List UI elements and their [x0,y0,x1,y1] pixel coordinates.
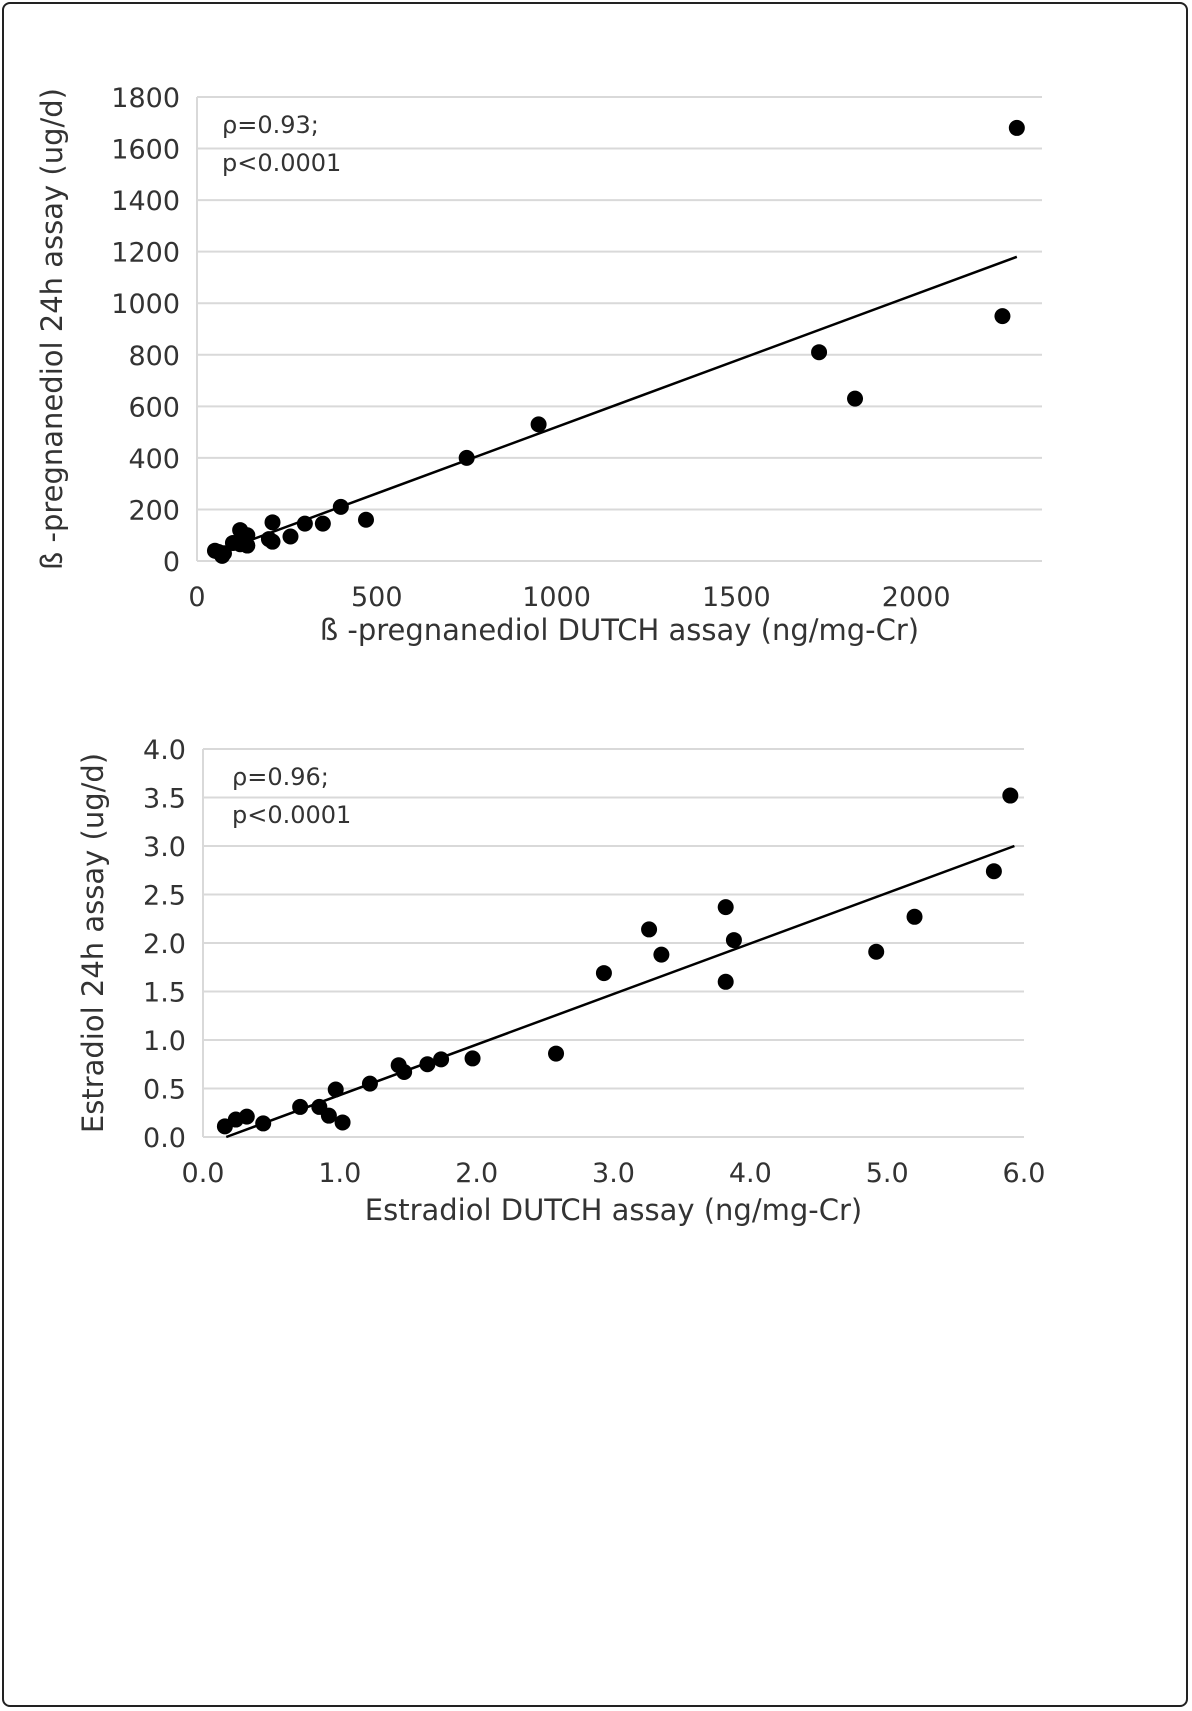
chart-2: 0.0 0.5 1.0 1.5 2.0 2.5 3.0 3.5 4.0 0.0 1.0 2.0 3.0 4… [76,735,1045,1227]
y-tick-label: 1.5 [143,978,186,1009]
x-tick-label: 5.0 [866,1158,909,1189]
data-point [868,943,885,960]
correlation-annotation: ρ=0.93; [222,111,319,139]
data-point [314,515,331,532]
x-tick-label: 4.0 [729,1158,772,1189]
data-point [419,1056,436,1073]
y-tick-label: 800 [128,341,180,372]
x-tick-label: 1500 [702,582,771,613]
x-tick-label: 0 [188,582,205,613]
data-point [717,973,734,990]
data-point [1008,119,1025,136]
data-point [994,308,1011,325]
data-point [811,344,828,361]
data-point [548,1045,565,1062]
data-point [334,1114,351,1131]
data-point [985,863,1002,880]
y-tick-label: 4.0 [143,735,186,766]
data-point [332,498,349,515]
correlation-annotation: ρ=0.96; [232,763,329,791]
correlation-annotation: p<0.0001 [232,801,351,829]
data-point [595,965,612,982]
y-axis-label: Estradiol 24h assay (ug/d) [76,753,110,1133]
y-tick-label: 0 [163,547,180,578]
y-axis-label: ß -pregnanediol 24h assay (ug/d) [35,88,69,570]
x-tick-label: 2000 [882,582,951,613]
data-point [214,547,231,564]
chart-1: 0 200 400 600 800 1000 1200 1400 1600 1800 0 500 100… [35,83,1042,647]
data-point [530,416,547,433]
data-point [292,1098,309,1115]
y-tick-label: 600 [128,392,180,423]
data-point [847,390,864,407]
data-point [311,1098,328,1115]
data-point [264,533,281,550]
y-tick-label: 1.0 [143,1026,186,1057]
y-tick-label: 0.5 [143,1075,186,1106]
y-tick-label: 3.0 [143,832,186,863]
x-tick-label: 1000 [522,582,591,613]
data-point [433,1051,450,1068]
data-point [653,946,670,963]
data-point [717,899,734,916]
data-point [358,511,374,528]
data-point [239,537,256,554]
x-axis-label: Estradiol DUTCH assay (ng/mg-Cr) [365,1193,862,1227]
data-point [725,932,742,949]
data-point [458,449,475,466]
x-tick-label: 0.0 [182,1158,225,1189]
y-tick-label: 2.5 [143,881,186,912]
y-tick-label: 2.0 [143,929,186,960]
data-point [224,534,241,551]
data-point [1002,787,1019,804]
x-tick-label: 6.0 [1003,1158,1046,1189]
data-point [906,908,923,925]
trendline [214,255,1018,555]
y-tick-label: 0.0 [143,1123,186,1154]
data-point [296,515,313,532]
y-tick-label: 1600 [111,135,180,166]
x-tick-label: 500 [351,582,403,613]
y-tick-label: 1000 [111,289,180,320]
y-tick-label: 1800 [111,83,180,114]
data-point [361,1075,378,1092]
data-point [327,1081,344,1098]
data-point [264,514,281,531]
x-tick-label: 2.0 [455,1158,498,1189]
y-tick-label: 1400 [111,186,180,217]
y-tick-label: 200 [128,495,180,526]
y-tick-label: 1200 [111,238,180,269]
y-tick-label: 400 [128,444,180,475]
data-point [464,1050,481,1067]
data-point [641,921,658,938]
data-point [282,528,299,545]
trendline [225,844,1015,1139]
x-axis-label: ß -pregnanediol DUTCH assay (ng/mg-Cr) [320,613,919,647]
data-point [216,1118,233,1135]
data-point [390,1057,407,1074]
y-tick-label: 3.5 [143,784,186,815]
x-tick-label: 3.0 [592,1158,635,1189]
correlation-annotation: p<0.0001 [222,149,341,177]
data-point [255,1115,272,1132]
x-tick-label: 1.0 [318,1158,361,1189]
